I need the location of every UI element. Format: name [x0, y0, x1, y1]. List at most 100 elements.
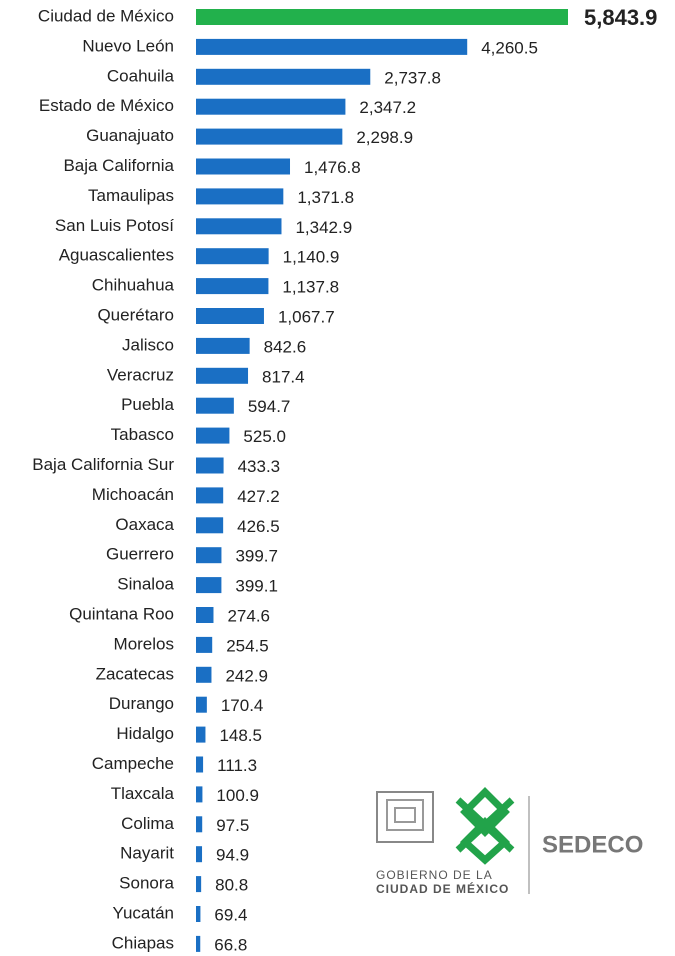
value-label: 111.3: [217, 756, 257, 775]
category-label: Estado de México: [39, 96, 174, 115]
bar: [196, 128, 343, 145]
logo-line: CIUDAD DE MÉXICO: [376, 881, 509, 896]
bar: [196, 577, 222, 594]
category-label: Baja California Sur: [32, 455, 174, 474]
category-label: San Luis Potosí: [55, 216, 174, 235]
bar: [196, 98, 346, 115]
bar: [196, 816, 203, 833]
category-label: Tabasco: [111, 425, 174, 444]
value-label: 399.7: [235, 547, 278, 566]
category-label: Guerrero: [106, 545, 174, 564]
value-label: 1,371.8: [297, 188, 354, 207]
category-label: Zacatecas: [96, 664, 174, 683]
value-label: 817.4: [262, 367, 305, 386]
category-label: Chiapas: [112, 933, 174, 952]
bar: [196, 308, 264, 324]
bar: [196, 517, 224, 534]
category-label: Yucatán: [113, 903, 174, 922]
bar: [196, 397, 234, 414]
value-label: 2,737.8: [384, 68, 441, 87]
category-label: Tamaulipas: [88, 186, 174, 205]
category-label: Campeche: [92, 754, 174, 773]
value-label: 94.9: [216, 846, 249, 865]
value-label: 433.3: [238, 457, 281, 476]
category-label: Nayarit: [120, 844, 174, 863]
bar: [196, 158, 291, 175]
bar: [196, 666, 212, 683]
bar: [196, 696, 207, 713]
category-label: Oaxaca: [115, 515, 174, 534]
brand: SEDECO: [542, 831, 643, 858]
bar: [196, 38, 468, 55]
category-label: Tlaxcala: [111, 784, 175, 803]
category-label: Baja California: [63, 156, 174, 175]
category-label: Colima: [121, 814, 174, 833]
value-label: 1,342.9: [295, 218, 352, 237]
value-label: 97.5: [216, 816, 249, 835]
coat-of-arms: [376, 791, 434, 843]
bar: [196, 607, 214, 623]
value-label: 1,140.9: [283, 248, 340, 267]
bar: [196, 457, 224, 474]
bar: [196, 68, 371, 85]
value-label: 80.8: [215, 876, 248, 895]
category-label: Sonora: [119, 874, 174, 893]
value-label: 242.9: [225, 666, 268, 685]
bar: [196, 9, 568, 25]
category-label: Veracruz: [107, 365, 174, 384]
bar: [196, 636, 213, 653]
category-label: Morelos: [114, 634, 174, 653]
category-label: Quintana Roo: [69, 604, 174, 623]
logo-line: GOBIERNO DE LA: [376, 868, 493, 882]
category-label: Ciudad de México: [38, 6, 174, 25]
value-label: 2,347.2: [359, 98, 416, 117]
category-label: Hidalgo: [116, 724, 174, 743]
bar: [196, 846, 203, 863]
value-label: 170.4: [221, 696, 264, 715]
value-label: 594.7: [248, 397, 291, 416]
category-label: Michoacán: [92, 485, 174, 504]
category-label: Nuevo León: [82, 36, 174, 55]
bar: [196, 367, 249, 384]
value-label: 254.5: [226, 636, 269, 655]
bar: [196, 487, 224, 504]
value-label: 426.5: [237, 517, 280, 536]
value-label: 66.8: [214, 935, 247, 954]
value-label: 148.5: [219, 726, 262, 745]
value-label: 842.6: [264, 337, 307, 356]
category-label: Durango: [109, 694, 174, 713]
bar: [196, 786, 203, 803]
value-label: 100.9: [216, 786, 259, 805]
value-label: 1,137.8: [282, 278, 339, 297]
coat-detail: [386, 799, 424, 831]
value-label: 4,260.5: [481, 38, 538, 57]
category-label: Jalisco: [122, 335, 174, 354]
bar: [196, 218, 282, 235]
bar: [196, 188, 284, 205]
category-label: Guanajuato: [86, 126, 174, 145]
category-label: Aguascalientes: [59, 246, 174, 265]
value-label: 5,843.9: [584, 5, 657, 30]
category-label: Querétaro: [97, 305, 174, 324]
category-label: Sinaloa: [117, 575, 174, 594]
bar: [196, 906, 201, 922]
value-label: 2,298.9: [356, 128, 413, 147]
bar: [196, 935, 201, 952]
bar: [196, 547, 222, 564]
category-label: Puebla: [121, 395, 174, 414]
value-label: 525.0: [243, 427, 286, 446]
category-label: Chihuahua: [92, 276, 175, 295]
category-label: Coahuila: [107, 66, 175, 85]
bar: [196, 876, 202, 893]
value-label: 1,067.7: [278, 307, 335, 326]
bar: [196, 726, 206, 743]
value-label: 399.1: [235, 577, 278, 596]
value-label: 1,476.8: [304, 158, 361, 177]
bar: [196, 756, 204, 773]
value-label: 274.6: [227, 606, 270, 625]
green-emblem: [455, 787, 515, 865]
value-label: 69.4: [214, 905, 247, 924]
bar: [196, 337, 250, 354]
bar: [196, 278, 269, 295]
